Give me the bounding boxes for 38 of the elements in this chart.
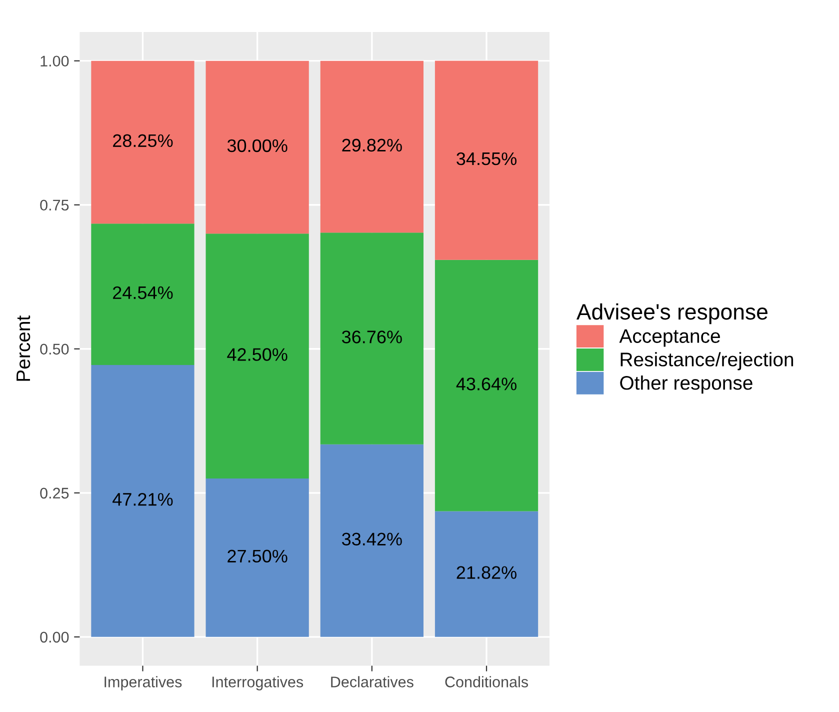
bar <box>320 444 424 637</box>
y-tick-label: 0.50 <box>40 344 69 355</box>
x-tick-label: Declaratives <box>331 676 414 688</box>
y-tick-label: 0.00 <box>40 632 69 643</box>
data-label: 47.21% <box>112 492 173 506</box>
data-label: 42.50% <box>227 348 288 361</box>
bar <box>206 60 309 234</box>
y-axis-title: Percent <box>16 316 30 381</box>
bar <box>320 60 424 233</box>
bar <box>91 364 194 637</box>
bar <box>91 60 194 224</box>
data-label: 36.76% <box>342 330 402 344</box>
bar <box>91 224 194 365</box>
data-label: 21.82% <box>456 566 516 579</box>
x-tick-label: Imperatives <box>104 676 182 690</box>
legend-title: Advisee's response <box>576 303 768 324</box>
bar <box>434 511 538 637</box>
x-tick-label: Conditionals <box>445 676 528 688</box>
data-label: 28.25% <box>113 134 173 148</box>
y-tick-label: 0.75 <box>40 200 69 211</box>
data-label: 30.00% <box>227 139 288 152</box>
data-label: 33.42% <box>342 532 402 546</box>
bar <box>434 60 538 260</box>
data-label: 24.54% <box>113 286 173 300</box>
data-label: 34.55% <box>456 152 516 166</box>
legend-label: Other response <box>620 376 752 394</box>
y-tick-label: 1.00 <box>40 56 69 67</box>
bar <box>434 260 538 512</box>
data-label: 43.64% <box>456 378 516 390</box>
bar <box>206 478 309 637</box>
data-label: 27.50% <box>228 550 288 563</box>
data-label: 29.82% <box>342 138 402 152</box>
y-tick-label: 0.25 <box>40 488 69 499</box>
bar <box>320 232 424 444</box>
legend-label: Acceptance <box>619 329 720 347</box>
x-tick-label: Interrogatives <box>212 676 304 690</box>
legend-label: Resistance/rejection <box>620 352 794 370</box>
bar <box>206 234 309 478</box>
